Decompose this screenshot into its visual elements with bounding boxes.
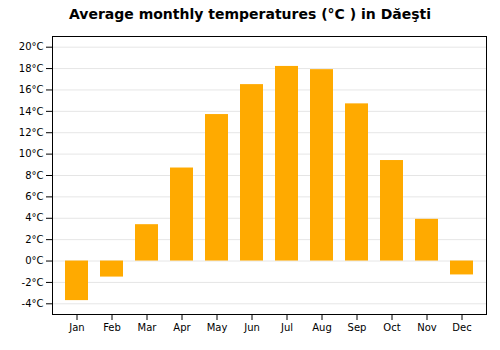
svg-text:Sep: Sep: [348, 322, 367, 333]
svg-text:14°C: 14°C: [19, 106, 44, 117]
svg-text:12°C: 12°C: [19, 127, 44, 138]
svg-text:-2°C: -2°C: [22, 277, 44, 288]
html-text:Average monthly temperatures (: Average monthly temperatures (°C ) in Dă…: [69, 6, 431, 22]
svg-text:Aug: Aug: [312, 322, 332, 333]
svg-text:18°C: 18°C: [19, 63, 44, 74]
svg-text:10°C: 10°C: [19, 148, 44, 159]
svg-text:16°C: 16°C: [19, 84, 44, 95]
svg-text:0°C: 0°C: [25, 255, 43, 266]
svg-text:20°C: 20°C: [19, 41, 44, 52]
svg-text:-4°C: -4°C: [22, 298, 44, 309]
svg-text:Dec: Dec: [452, 322, 471, 333]
svg-text:Feb: Feb: [103, 322, 121, 333]
svg-text:8°C: 8°C: [25, 170, 43, 181]
svg-text:Jan: Jan: [68, 322, 84, 333]
svg-text:2°C: 2°C: [25, 234, 43, 245]
svg-text:Jun: Jun: [243, 322, 260, 333]
svg-text:Mar: Mar: [138, 322, 158, 333]
svg-text:Jul: Jul: [280, 322, 293, 333]
svg-text:Nov: Nov: [417, 322, 437, 333]
svg-text:6°C: 6°C: [25, 191, 43, 202]
svg-text:Apr: Apr: [173, 322, 191, 333]
svg-text:Oct: Oct: [383, 322, 400, 333]
svg-text:May: May: [207, 322, 228, 333]
svg-text:4°C: 4°C: [25, 212, 43, 223]
